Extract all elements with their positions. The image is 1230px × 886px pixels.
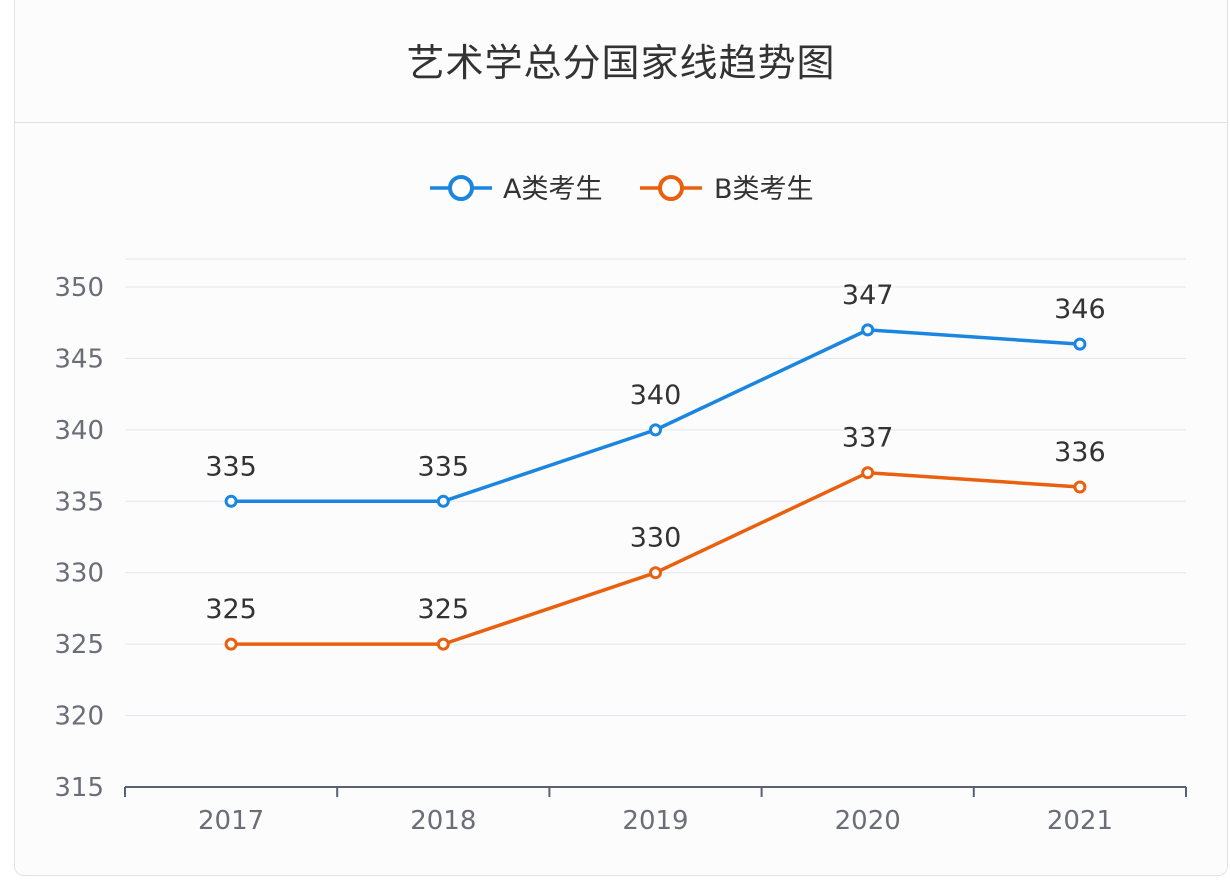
- data-point: [224, 494, 238, 508]
- y-tick-label: 315: [54, 773, 104, 803]
- data-point: [1073, 480, 1087, 494]
- legend-swatch-marker: [658, 175, 684, 201]
- x-tick-label: 2020: [835, 806, 901, 836]
- x-tick-label: 2018: [410, 806, 476, 836]
- data-label: 330: [630, 523, 682, 554]
- data-label: 337: [842, 423, 894, 454]
- data-point: [649, 423, 662, 437]
- legend-label: A类考生: [503, 174, 602, 205]
- data-point: [436, 637, 450, 651]
- y-tick-label: 345: [54, 344, 104, 374]
- data-point: [1073, 337, 1087, 351]
- y-tick-label: 320: [54, 702, 104, 732]
- data-label: 336: [1054, 437, 1106, 468]
- data-label: 325: [418, 594, 470, 625]
- series-line: [231, 470, 1081, 646]
- data-point: [224, 637, 238, 651]
- y-tick-label: 340: [54, 416, 104, 446]
- x-tick-label: 2017: [198, 806, 264, 836]
- data-label: 335: [418, 451, 470, 482]
- data-label: 347: [842, 280, 894, 311]
- data-point: [861, 466, 875, 480]
- data-label: 325: [205, 594, 257, 625]
- data-label: 335: [205, 451, 257, 482]
- legend-swatch-marker: [448, 175, 474, 201]
- series-line: [231, 328, 1081, 504]
- x-tick-label: 2019: [622, 806, 688, 836]
- data-point: [649, 566, 662, 580]
- data-point: [861, 323, 875, 337]
- data-point: [436, 494, 450, 508]
- legend-label: B类考生: [714, 174, 814, 205]
- data-label: 340: [630, 380, 682, 411]
- y-tick-label: 335: [54, 487, 104, 517]
- chart-title: 艺术学总分国家线趋势图: [406, 40, 836, 85]
- y-tick-label: 325: [54, 630, 104, 660]
- y-tick-label: 350: [54, 273, 104, 303]
- x-tick-label: 2021: [1047, 806, 1113, 836]
- y-tick-label: 330: [54, 559, 104, 589]
- data-label: 346: [1054, 294, 1106, 325]
- chart-card: 艺术学总分国家线趋势图: [14, 0, 1228, 876]
- title-bar: 艺术学总分国家线趋势图: [15, 0, 1227, 123]
